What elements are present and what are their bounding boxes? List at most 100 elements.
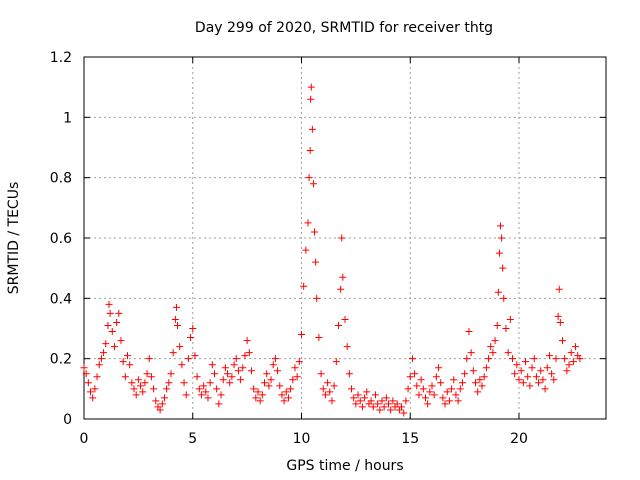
- data-point: [326, 388, 334, 396]
- data-point: [197, 391, 205, 399]
- data-point: [469, 367, 477, 375]
- data-point: [348, 385, 356, 393]
- data-point: [306, 147, 314, 155]
- data-point: [356, 397, 364, 405]
- data-points: [80, 83, 584, 417]
- data-point: [271, 355, 279, 363]
- data-point: [493, 321, 501, 329]
- data-point: [221, 364, 229, 372]
- data-point: [515, 376, 523, 384]
- data-point: [465, 328, 473, 336]
- data-point: [82, 370, 90, 378]
- data-point: [478, 382, 486, 390]
- data-point: [141, 379, 149, 387]
- data-point: [482, 364, 490, 372]
- data-point: [552, 355, 560, 363]
- data-point: [202, 388, 210, 396]
- data-point: [80, 364, 88, 372]
- data-point: [350, 394, 358, 402]
- y-tick-label: 0.8: [50, 171, 72, 187]
- data-point: [430, 391, 438, 399]
- data-point: [105, 300, 113, 308]
- data-point: [491, 337, 499, 345]
- data-point: [387, 406, 395, 414]
- data-point: [180, 379, 188, 387]
- data-point: [226, 379, 234, 387]
- data-point: [389, 397, 397, 405]
- data-point: [95, 361, 103, 369]
- data-point: [91, 385, 99, 393]
- data-point: [241, 352, 249, 360]
- data-point: [539, 376, 547, 384]
- x-tick-label: 15: [401, 431, 419, 447]
- data-point: [206, 379, 214, 387]
- y-tick-label: 0.4: [50, 291, 72, 307]
- data-point: [211, 370, 218, 378]
- data-point: [337, 285, 345, 293]
- data-point: [330, 382, 338, 390]
- data-point: [499, 264, 507, 272]
- data-point: [171, 315, 179, 323]
- data-point: [502, 325, 510, 332]
- data-point: [245, 349, 253, 357]
- data-point: [517, 367, 525, 375]
- data-point: [504, 349, 512, 357]
- data-point: [450, 376, 458, 384]
- data-point: [265, 382, 273, 390]
- data-point: [87, 388, 95, 396]
- data-point: [319, 385, 327, 393]
- data-point: [408, 355, 416, 363]
- y-tick-label: 1.2: [50, 50, 72, 66]
- data-point: [424, 400, 432, 408]
- data-point: [480, 373, 488, 381]
- data-point: [332, 358, 340, 366]
- chart-title: Day 299 of 2020, SRMTID for receiver tht…: [195, 20, 493, 36]
- data-point: [456, 385, 464, 393]
- data-point: [361, 394, 369, 402]
- data-point: [174, 321, 182, 329]
- data-point: [548, 370, 556, 378]
- data-point: [278, 391, 286, 399]
- x-tick-label: 10: [293, 431, 311, 447]
- data-point: [313, 294, 321, 302]
- data-point: [550, 376, 558, 384]
- data-point: [513, 361, 521, 369]
- data-point: [341, 315, 349, 323]
- data-point: [200, 382, 208, 390]
- data-point: [195, 385, 203, 393]
- data-point: [363, 388, 371, 396]
- data-point: [219, 376, 227, 384]
- y-axis-label: SRMTID / TECUs: [6, 182, 22, 295]
- data-point: [439, 394, 447, 402]
- data-point: [411, 370, 419, 378]
- data-point: [108, 328, 116, 336]
- data-point: [382, 394, 390, 402]
- data-point: [250, 385, 258, 393]
- x-axis-label: GPS time / hours: [286, 458, 403, 474]
- data-point: [545, 352, 553, 360]
- data-point: [137, 382, 145, 390]
- data-point: [160, 394, 168, 402]
- data-point: [308, 125, 316, 133]
- data-point: [367, 397, 375, 405]
- data-point: [311, 228, 319, 236]
- data-point: [284, 394, 292, 402]
- data-point: [526, 382, 534, 390]
- data-point: [254, 388, 262, 396]
- data-point: [258, 391, 266, 399]
- data-point: [165, 379, 173, 387]
- data-point: [117, 337, 125, 345]
- data-point: [508, 355, 516, 363]
- data-point: [530, 355, 538, 363]
- data-point: [309, 180, 317, 188]
- data-point: [304, 219, 312, 227]
- data-point: [380, 403, 388, 411]
- data-point: [280, 397, 288, 405]
- data-point: [487, 343, 495, 351]
- data-point: [189, 325, 197, 332]
- data-point: [139, 388, 147, 396]
- data-point: [176, 343, 184, 351]
- data-point: [343, 343, 351, 351]
- data-point: [239, 364, 247, 372]
- data-point: [500, 294, 508, 302]
